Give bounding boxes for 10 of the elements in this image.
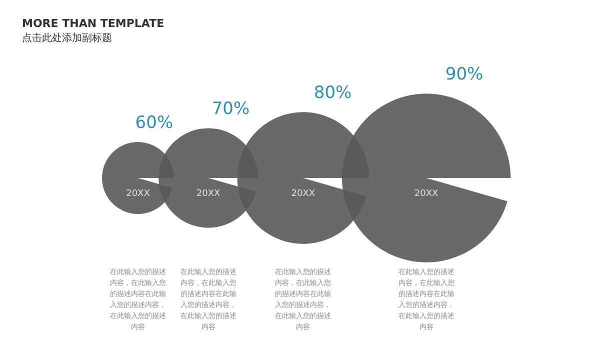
category-label: 20XX: [126, 189, 150, 199]
data-label: 60%: [135, 113, 174, 133]
category-label: 20XX: [414, 189, 438, 199]
data-label: 90%: [445, 64, 484, 85]
category-label: 20XX: [196, 189, 220, 199]
text: 点击此处添加副标题: [22, 32, 112, 44]
text: MORE THAN TEMPLATE: [22, 17, 164, 30]
category-label: 20XX: [291, 189, 316, 199]
data-label: 80%: [314, 83, 352, 104]
data-label: 70%: [212, 99, 250, 120]
